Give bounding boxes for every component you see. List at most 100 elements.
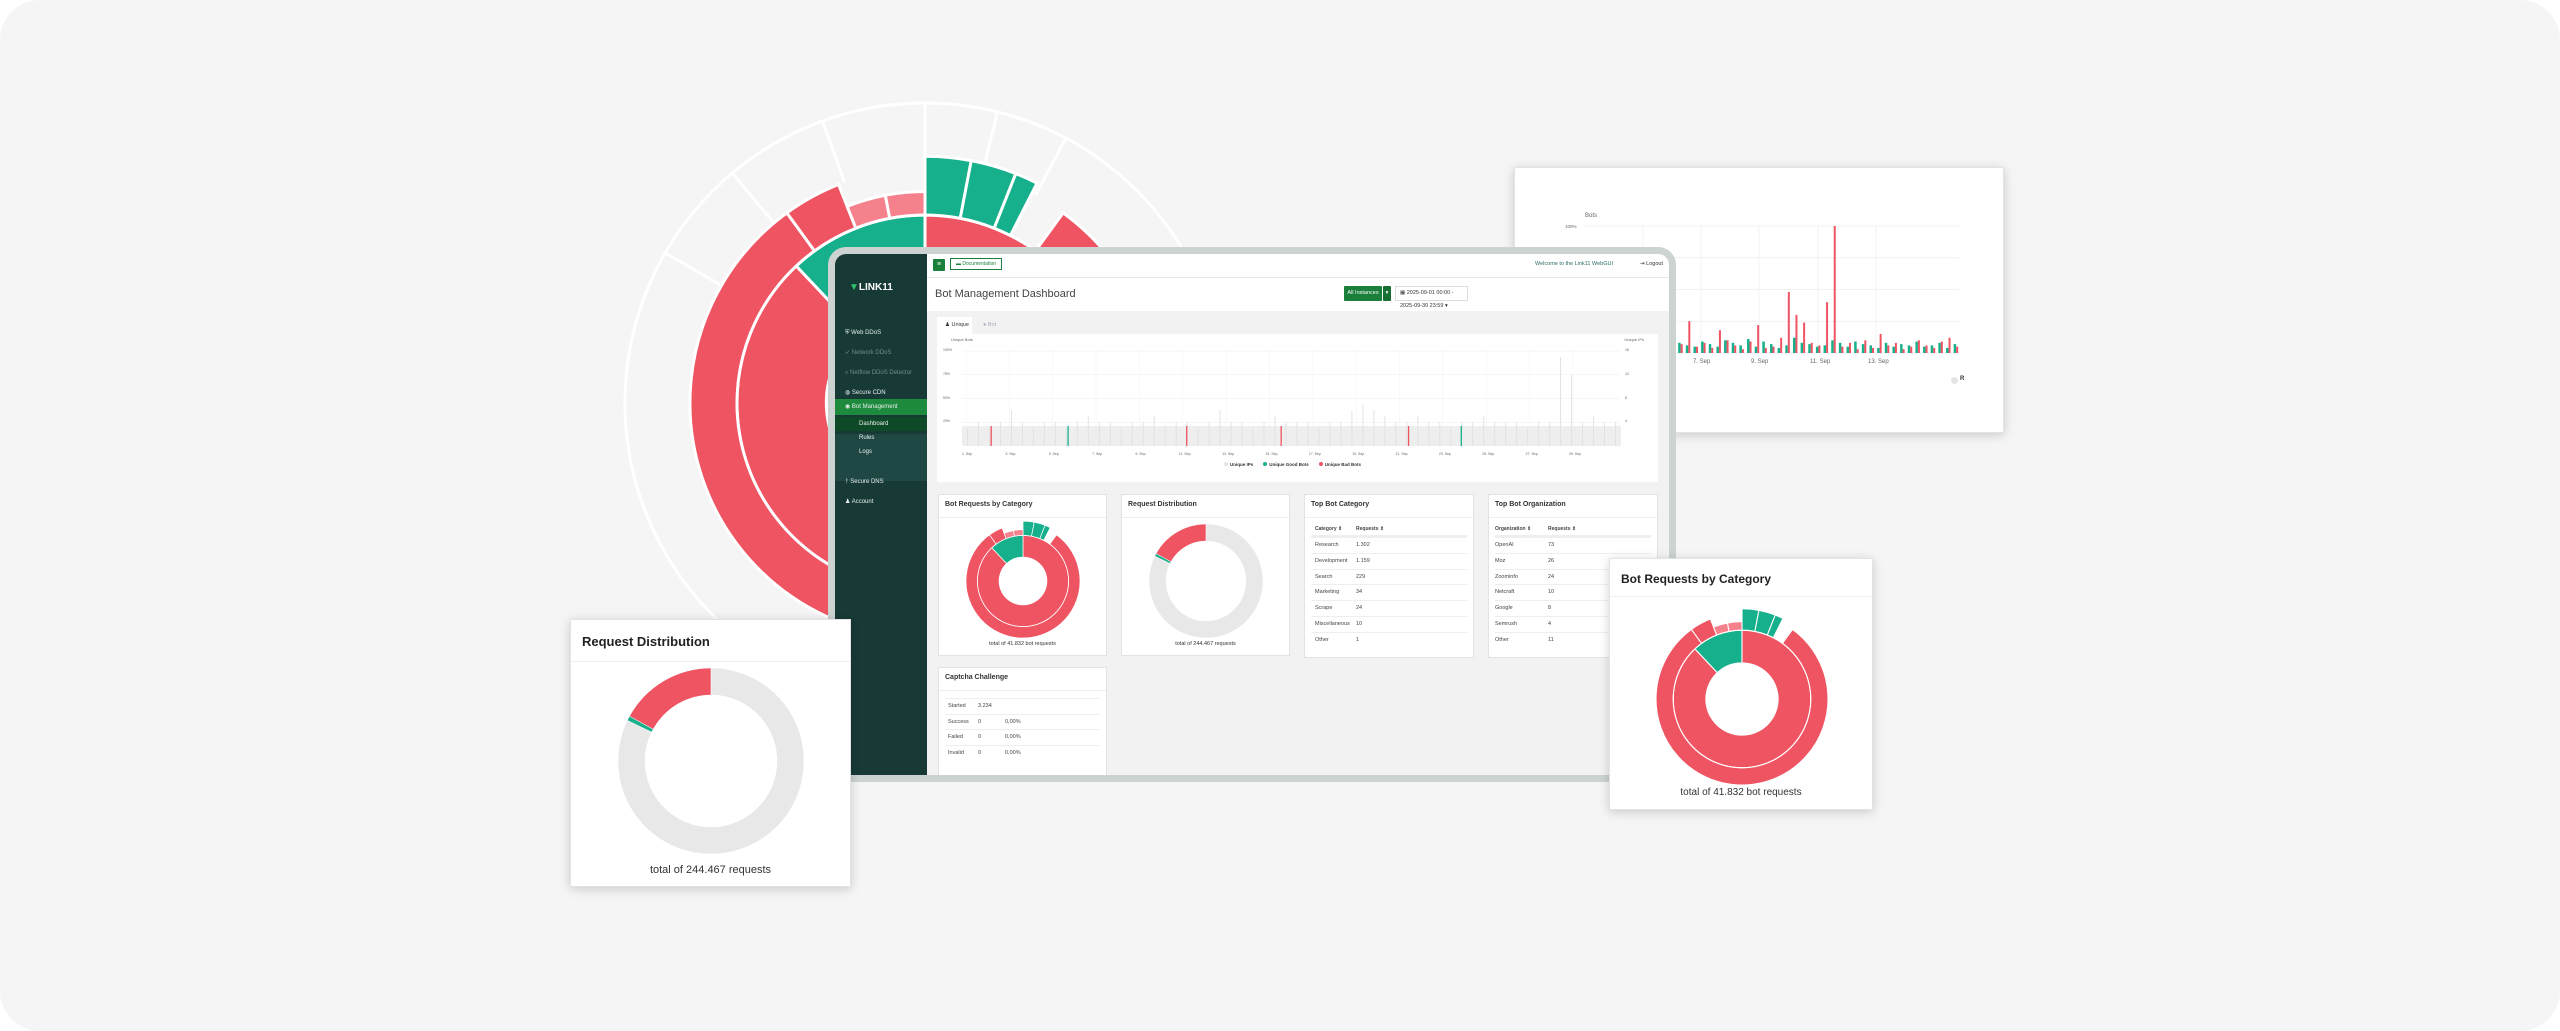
- bad-bot-bar[interactable]: [1803, 322, 1806, 353]
- bad-bot-bar[interactable]: [1718, 330, 1721, 353]
- good-bot-bar[interactable]: [1815, 346, 1819, 353]
- good-bot-bar[interactable]: [1739, 345, 1742, 353]
- legend-item[interactable]: R: [1960, 376, 1965, 382]
- legend-item[interactable]: Unique Good Bots: [1263, 462, 1309, 467]
- good-bot-bar[interactable]: [1724, 340, 1727, 353]
- good-bot-bar[interactable]: [1884, 342, 1888, 353]
- chevron-down-icon[interactable]: ▾: [1383, 286, 1391, 301]
- bad-bot-bar[interactable]: [1186, 426, 1188, 446]
- bad-bot-bar[interactable]: [1280, 426, 1282, 446]
- bad-bot-bar[interactable]: [1787, 292, 1790, 353]
- sidebar-subitem-logs[interactable]: Logs: [835, 445, 927, 459]
- bad-bot-bar[interactable]: [1925, 345, 1928, 353]
- column-header[interactable]: Category ⇕: [1315, 526, 1343, 532]
- documentation-button[interactable]: ▬ Documentation: [950, 258, 1003, 270]
- bad-bot-bar[interactable]: [1833, 226, 1836, 353]
- good-bot-bar[interactable]: [1808, 344, 1811, 353]
- bad-bot-bar[interactable]: [1948, 337, 1951, 353]
- column-header[interactable]: Requests ⇕: [1548, 526, 1577, 532]
- sidebar-item-netflow-ddos-detector[interactable]: ⌕ Netflow DDoS Detector: [835, 365, 927, 381]
- bad-bot-bar[interactable]: [1879, 333, 1882, 353]
- instances-dropdown[interactable]: All Instances: [1344, 286, 1382, 301]
- bad-bot-bar[interactable]: [1856, 349, 1859, 353]
- bad-bot-bar[interactable]: [1910, 346, 1913, 353]
- bad-bot-bar[interactable]: [1826, 302, 1829, 353]
- good-bot-bar[interactable]: [1831, 340, 1834, 353]
- good-bot-bar[interactable]: [1846, 346, 1850, 353]
- bad-bot-bar[interactable]: [1887, 345, 1890, 353]
- good-bot-bar[interactable]: [1854, 341, 1857, 353]
- good-bot-bar[interactable]: [1938, 342, 1941, 353]
- good-bot-bar[interactable]: [1792, 337, 1796, 353]
- good-bot-bar[interactable]: [1731, 342, 1735, 353]
- bad-bot-bar[interactable]: [1764, 347, 1767, 353]
- good-bot-bar[interactable]: [1800, 342, 1804, 353]
- good-bot-bar[interactable]: [1915, 341, 1918, 353]
- good-bot-bar[interactable]: [1747, 339, 1750, 353]
- good-bot-bar[interactable]: [1708, 344, 1712, 353]
- bad-bot-bar[interactable]: [1741, 349, 1744, 353]
- good-bot-bar[interactable]: [1777, 347, 1781, 353]
- good-bot-bar[interactable]: [1823, 345, 1827, 353]
- good-bot-bar[interactable]: [1869, 345, 1872, 353]
- bad-bot-bar[interactable]: [1871, 347, 1874, 353]
- bad-bot-bar[interactable]: [1956, 346, 1959, 353]
- column-header[interactable]: Requests ⇕: [1356, 526, 1385, 532]
- bad-bot-bar[interactable]: [1795, 314, 1798, 353]
- bad-bot-bar[interactable]: [1772, 346, 1775, 353]
- bad-bot-bar[interactable]: [1757, 325, 1760, 353]
- good-bot-bar[interactable]: [1678, 342, 1681, 353]
- bad-bot-bar[interactable]: [1864, 340, 1867, 353]
- good-bot-bar[interactable]: [1953, 344, 1957, 353]
- legend-item[interactable]: Unique Bad Bots: [1318, 462, 1361, 467]
- bad-bot-bar[interactable]: [1711, 347, 1714, 353]
- good-bot-bar[interactable]: [1785, 345, 1788, 353]
- bad-bot-bar[interactable]: [1902, 349, 1905, 353]
- donut-slice[interactable]: [1148, 523, 1264, 639]
- tab-unique-ips[interactable]: ♟ Unique IPs: [937, 317, 972, 344]
- bad-bot-bar[interactable]: [1780, 337, 1783, 353]
- good-bot-bar[interactable]: [1930, 345, 1934, 353]
- good-bot-bar[interactable]: [1762, 341, 1765, 353]
- bad-bot-bar[interactable]: [1688, 321, 1691, 353]
- donut-slice[interactable]: [617, 667, 805, 855]
- bad-bot-bar[interactable]: [1940, 341, 1943, 353]
- good-bot-bar[interactable]: [1907, 345, 1911, 353]
- bad-bot-bar[interactable]: [1818, 345, 1821, 353]
- good-bot-bar[interactable]: [1067, 426, 1069, 446]
- sidebar-item-network-ddos[interactable]: ➶ Network DDoS: [835, 345, 927, 361]
- good-bot-bar[interactable]: [1460, 426, 1462, 446]
- good-bot-bar[interactable]: [1685, 345, 1689, 353]
- bad-bot-bar[interactable]: [1894, 342, 1897, 353]
- good-bot-bar[interactable]: [1770, 344, 1773, 353]
- sidebar-item-secure-dns[interactable]: ᚹ Secure DNS: [835, 474, 927, 490]
- hamburger-menu-button[interactable]: ≡: [933, 259, 945, 271]
- bad-bot-bar[interactable]: [1734, 345, 1737, 353]
- donut-slice[interactable]: [1155, 523, 1207, 563]
- column-header[interactable]: Organization ⇕: [1495, 526, 1532, 532]
- sidebar-subitem-rules[interactable]: Rules: [835, 431, 927, 445]
- bad-bot-bar[interactable]: [1726, 340, 1729, 353]
- legend-item[interactable]: Unique IPs: [1223, 462, 1253, 467]
- good-bot-bar[interactable]: [1892, 346, 1895, 353]
- bad-bot-bar[interactable]: [1407, 426, 1410, 446]
- good-bot-bar[interactable]: [1861, 344, 1865, 353]
- good-bot-bar[interactable]: [1900, 344, 1903, 353]
- bad-bot-bar[interactable]: [1703, 342, 1706, 353]
- sidebar-subitem-dashboard[interactable]: Dashboard: [835, 417, 927, 431]
- sidebar-item-web-ddos[interactable]: ⛨ Web DDoS: [835, 325, 927, 341]
- bad-bot-bar[interactable]: [1917, 340, 1920, 353]
- bad-bot-bar[interactable]: [1695, 346, 1698, 353]
- good-bot-bar[interactable]: [1716, 346, 1719, 353]
- sidebar-item-bot-management[interactable]: ◉ Bot Management: [835, 399, 927, 415]
- good-bot-bar[interactable]: [1877, 347, 1880, 353]
- sidebar-item-account[interactable]: ♟ Account: [835, 494, 927, 510]
- sidebar-item-secure-cdn[interactable]: ◍ Secure CDN: [835, 385, 927, 401]
- bad-bot-bar[interactable]: [1933, 347, 1936, 353]
- bad-bot-bar[interactable]: [1810, 342, 1813, 353]
- good-bot-bar[interactable]: [1923, 346, 1926, 353]
- bad-bot-bar[interactable]: [1849, 342, 1852, 353]
- bad-bot-bar[interactable]: [1749, 341, 1752, 353]
- good-bot-bar[interactable]: [1693, 346, 1696, 353]
- donut-slice[interactable]: [629, 667, 712, 730]
